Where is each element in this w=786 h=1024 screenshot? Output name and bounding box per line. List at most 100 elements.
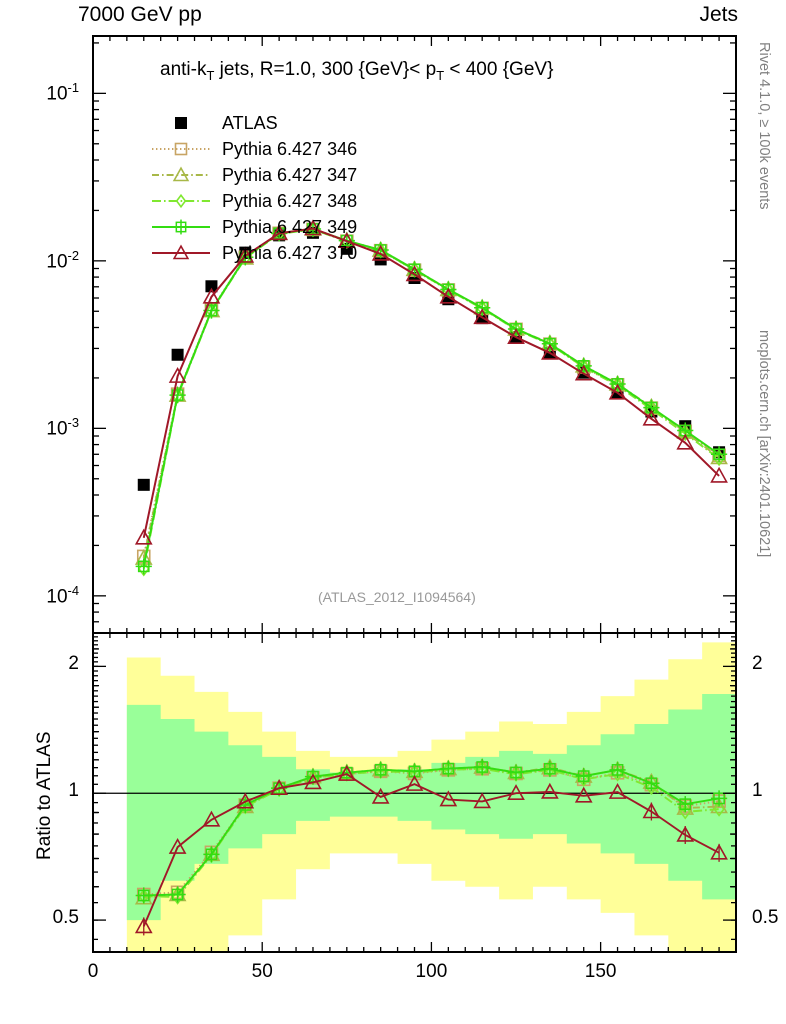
- data-marker: [137, 478, 150, 491]
- data-marker: [574, 364, 593, 381]
- data-marker: [677, 796, 694, 813]
- legend-item-2[interactable]: Pythia 6.427 347: [150, 162, 357, 188]
- data-marker: [541, 760, 558, 777]
- y-tick-label-main-3: 10-4: [46, 582, 79, 608]
- watermark-analysis-id: (ATLAS_2012_I1094564): [318, 589, 476, 605]
- legend-label-0: ATLAS: [222, 112, 278, 133]
- data-marker: [609, 761, 626, 778]
- x-tick-label-1: 50: [251, 961, 273, 982]
- data-marker: [304, 219, 322, 236]
- title-part-a: anti-k: [160, 59, 207, 80]
- data-marker: [168, 366, 187, 383]
- data-marker: [676, 798, 695, 815]
- data-marker: [642, 409, 661, 426]
- y-tick-label-ratio-right-1: 1: [752, 780, 763, 802]
- data-marker: [174, 142, 188, 156]
- data-marker: [168, 837, 187, 854]
- ratio-series-4: [134, 764, 728, 936]
- legend-label-3: Pythia 6.427 348: [222, 190, 358, 211]
- data-marker: [608, 383, 627, 400]
- data-marker: [134, 528, 153, 545]
- main-series-5: [134, 219, 728, 545]
- data-marker: [202, 810, 221, 827]
- legend-label-2: Pythia 6.427 347: [222, 164, 358, 185]
- data-marker: [405, 265, 424, 282]
- y-tick-label-main-2: 10-3: [46, 415, 79, 440]
- data-marker: [507, 764, 525, 781]
- data-marker: [171, 348, 184, 361]
- data-marker: [474, 299, 491, 316]
- data-marker: [372, 761, 389, 778]
- data-marker: [473, 792, 492, 809]
- data-marker: [507, 784, 525, 801]
- legend-label-1: Pythia 6.427 346: [222, 138, 358, 159]
- legend-marker-3: [152, 193, 210, 209]
- ratio-series-3: [135, 758, 728, 904]
- data-marker: [175, 117, 187, 129]
- data-marker: [507, 328, 525, 345]
- data-marker: [710, 790, 728, 807]
- y-tick-label-ratio-right-0: 2: [752, 653, 763, 675]
- data-marker: [337, 764, 356, 781]
- data-marker: [679, 425, 691, 442]
- data-marker: [439, 790, 458, 807]
- data-marker: [304, 773, 322, 790]
- y-tick-label-ratio-left-2: 0.5: [52, 907, 79, 929]
- main-series-2: [134, 219, 728, 565]
- data-marker: [236, 792, 255, 809]
- ratio-band-inner: [126, 693, 736, 921]
- legend-item-0[interactable]: ATLAS: [150, 110, 357, 136]
- legend-item-5[interactable]: Pythia 6.427 370: [150, 240, 357, 266]
- data-marker: [135, 887, 152, 904]
- data-marker: [710, 446, 728, 463]
- data-marker: [205, 280, 218, 293]
- data-marker: [173, 219, 189, 235]
- data-marker: [713, 801, 725, 817]
- main-series-0: [137, 226, 726, 491]
- title-part-b: jets, R=1.0, 300 {GeV}< p: [214, 59, 437, 80]
- main-series-1: [136, 222, 726, 564]
- data-marker: [135, 558, 152, 575]
- data-marker: [169, 386, 186, 404]
- title-sub-kt: T: [206, 67, 215, 83]
- legend-marker-0: [175, 117, 187, 129]
- legend-marker-4: [152, 219, 210, 235]
- data-marker: [541, 343, 559, 360]
- data-marker: [474, 758, 491, 776]
- data-marker: [337, 232, 356, 249]
- data-marker: [643, 775, 660, 792]
- legend-item-1[interactable]: Pythia 6.427 346: [150, 136, 357, 162]
- data-marker: [134, 917, 153, 934]
- data-marker: [710, 843, 728, 860]
- legend-marker-5: [152, 244, 210, 260]
- data-marker: [577, 771, 590, 787]
- title-sub-pt: T: [436, 67, 445, 83]
- data-marker: [172, 244, 190, 260]
- data-marker: [169, 886, 186, 903]
- data-marker: [676, 433, 695, 450]
- title-part-c: < 400 {GeV}: [444, 59, 554, 80]
- data-marker: [541, 782, 559, 799]
- data-marker: [710, 797, 728, 814]
- data-marker: [371, 787, 390, 804]
- legend-item-3[interactable]: Pythia 6.427 348: [150, 188, 357, 214]
- data-marker: [440, 760, 457, 777]
- data-marker: [541, 335, 558, 352]
- data-marker: [270, 224, 288, 241]
- legend-item-4[interactable]: Pythia 6.427 349: [150, 214, 357, 240]
- x-tick-label-0: 0: [87, 961, 99, 982]
- data-marker: [405, 774, 424, 791]
- data-marker: [575, 768, 592, 785]
- x-tick-label-3: 150: [584, 961, 617, 982]
- plot-title: anti-kT jets, R=1.0, 300 {GeV}< pT < 400…: [160, 59, 553, 83]
- data-marker: [713, 450, 725, 467]
- legend-marker-1: [152, 142, 210, 156]
- data-marker: [371, 244, 390, 261]
- header-right: Jets: [699, 3, 738, 26]
- data-marker: [202, 287, 221, 304]
- main-line: [142, 227, 720, 539]
- data-marker: [676, 825, 695, 842]
- data-marker: [203, 846, 220, 863]
